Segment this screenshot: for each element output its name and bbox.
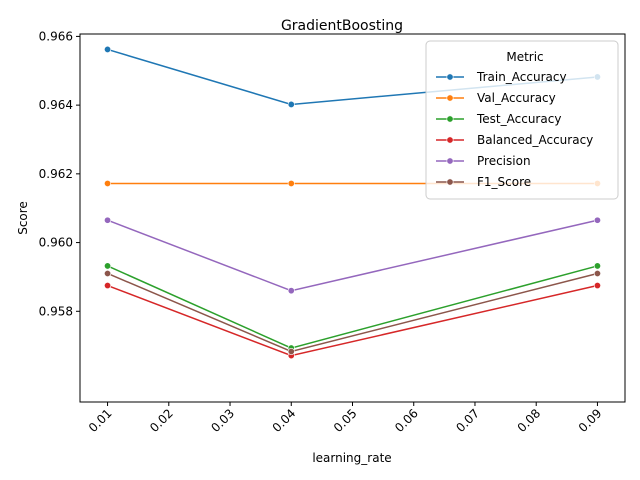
data-point — [287, 100, 295, 108]
data-point — [287, 179, 295, 187]
legend-label: Test_Accuracy — [476, 112, 561, 126]
data-point — [104, 45, 112, 53]
legend-marker — [446, 94, 454, 102]
x-tick-label: 0.04 — [270, 406, 299, 435]
y-tick-label: 0.964 — [39, 98, 73, 112]
legend-marker — [446, 73, 454, 81]
legend-label: Val_Accuracy — [477, 91, 556, 105]
data-point — [593, 282, 601, 290]
x-tick-label: 0.09 — [576, 406, 605, 435]
legend-item: Val_Accuracy — [436, 91, 556, 105]
x-axis: 0.01 0.02 0.03 0.04 0.05 0.06 0.07 0.08 0.09 — [86, 402, 605, 435]
y-tick-label: 0.960 — [39, 236, 73, 250]
legend-label: Precision — [477, 154, 531, 168]
data-point — [104, 269, 112, 277]
x-tick-label: 0.07 — [453, 406, 482, 435]
legend-item: Train_Accuracy — [436, 70, 567, 84]
x-axis-label: learning_rate — [312, 451, 391, 465]
y-tick-label: 0.966 — [39, 29, 73, 43]
legend-box — [425, 40, 619, 200]
data-point — [593, 262, 601, 270]
legend: Metric Train_Accuracy Val_Accuracy Test_Ac… — [425, 40, 619, 200]
legend-label: Train_Accuracy — [476, 70, 567, 84]
series-precision — [104, 216, 601, 295]
series-line — [107, 219, 598, 292]
y-tick-label: 0.962 — [39, 167, 73, 181]
legend-item: F1_Score — [436, 175, 531, 189]
data-point — [104, 179, 112, 187]
legend-marker — [446, 115, 454, 123]
data-point — [593, 269, 601, 277]
x-tick-label: 0.01 — [86, 406, 115, 435]
legend-item: Balanced_Accuracy — [436, 133, 593, 147]
data-point — [104, 216, 112, 224]
data-point — [287, 347, 295, 355]
legend-item: Precision — [436, 154, 531, 168]
series-line — [107, 284, 598, 357]
data-point — [104, 262, 112, 270]
x-tick-label: 0.08 — [515, 406, 544, 435]
legend-label: F1_Score — [477, 175, 531, 189]
x-tick-label: 0.02 — [147, 406, 176, 435]
series-f1-score — [104, 269, 601, 355]
legend-marker — [446, 136, 454, 144]
legend-marker — [446, 178, 454, 186]
x-tick-label: 0.03 — [208, 406, 237, 435]
legend-marker — [446, 157, 454, 165]
chart-title: GradientBoosting — [281, 18, 403, 34]
x-tick-label: 0.06 — [392, 406, 421, 435]
legend-label: Balanced_Accuracy — [477, 133, 593, 147]
legend-item: Test_Accuracy — [436, 112, 561, 126]
y-axis-label: Score — [16, 201, 30, 235]
y-tick-label: 0.958 — [39, 304, 73, 318]
legend-items: Train_Accuracy Val_Accuracy Test_Accuracy B… — [436, 70, 593, 189]
data-point — [104, 282, 112, 290]
series-balanced-accuracy — [104, 282, 601, 360]
y-axis: 0.958 0.960 0.962 0.964 0.966 — [39, 29, 80, 318]
legend-title: Metric — [506, 50, 543, 64]
data-point — [287, 287, 295, 295]
x-tick-label: 0.05 — [331, 406, 360, 435]
data-point — [593, 216, 601, 224]
